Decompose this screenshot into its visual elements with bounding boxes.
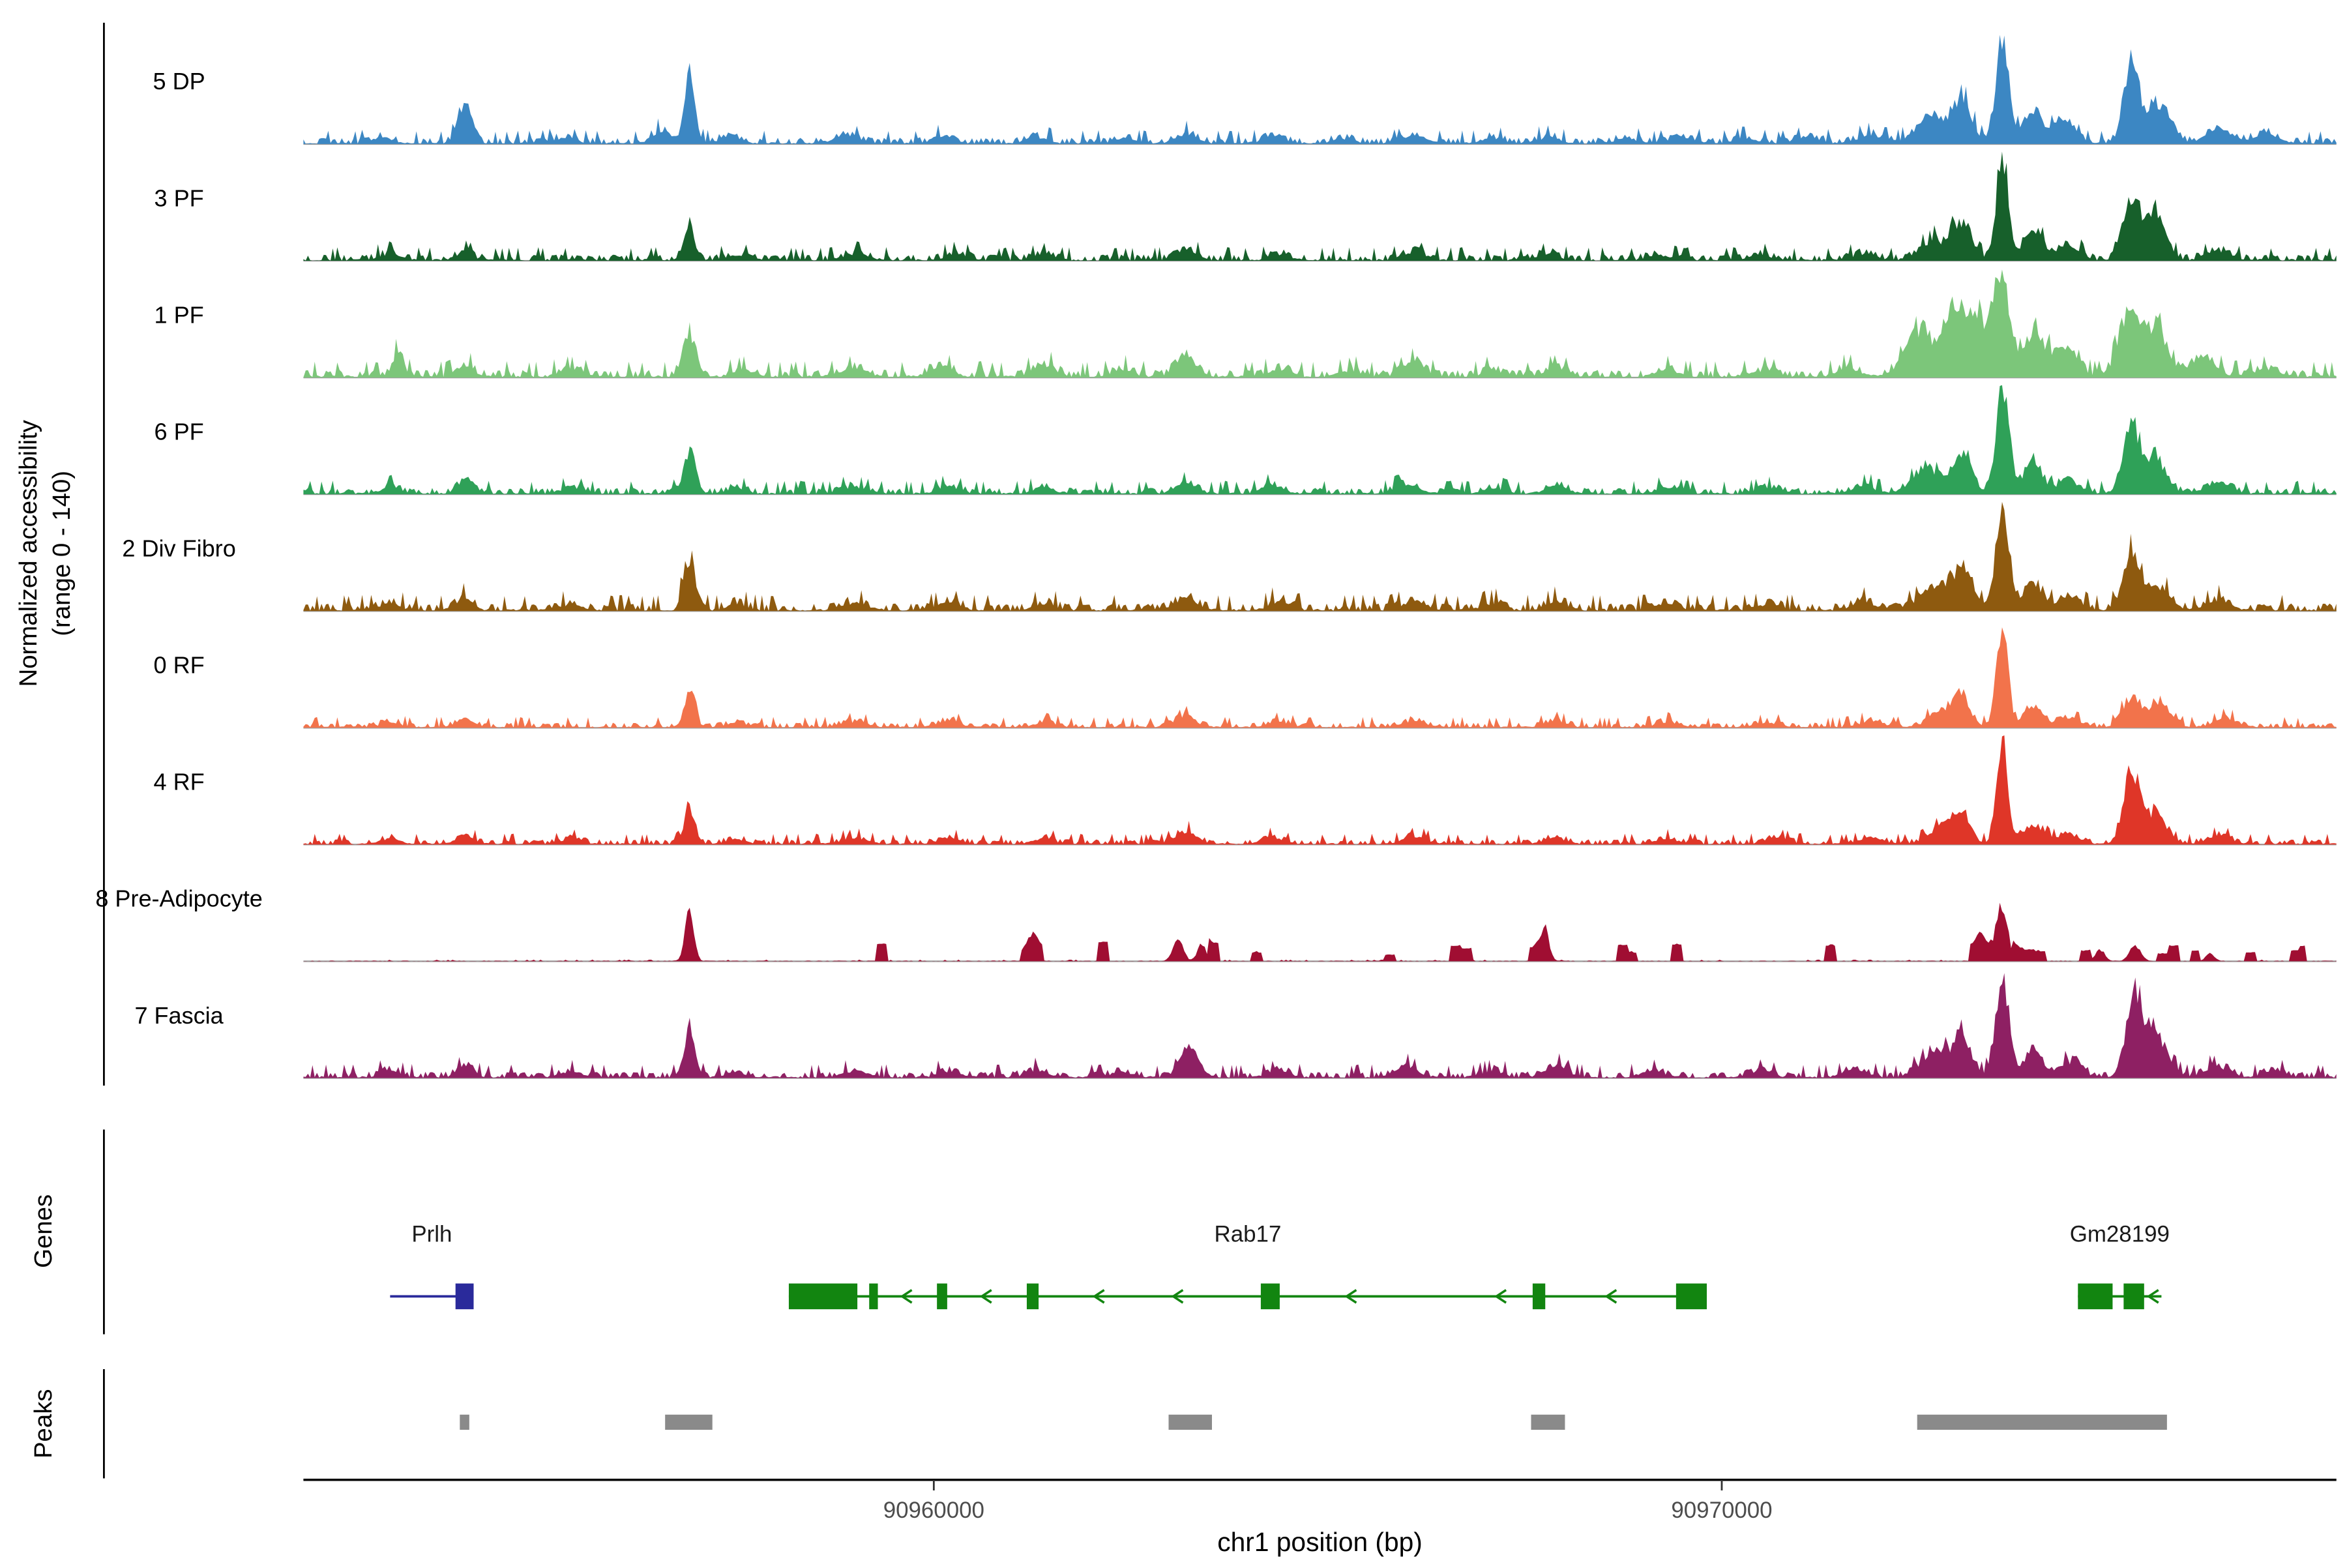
strand-arrow-icon <box>2146 1289 2159 1304</box>
coverage-track-6-pf <box>303 385 2337 495</box>
peak-region-3 <box>1168 1414 1212 1430</box>
strand-arrow-icon <box>979 1289 992 1304</box>
peak-region-5 <box>1917 1414 2167 1430</box>
gene-exon-rab17-7 <box>1675 1283 1707 1310</box>
strand-arrow-icon <box>1494 1289 1507 1304</box>
genes-layer: Prlh Rab17 Gm28199 <box>390 1222 2170 1310</box>
track-label-5-dp: 5 DP <box>153 68 205 95</box>
gene-exon-gm28199-2 <box>2123 1283 2144 1310</box>
track-label-6-pf: 6 PF <box>155 418 204 445</box>
x-axis-layer: 90960000 90970000 <box>303 1479 2337 1523</box>
gene-exon-rab17-1 <box>788 1283 858 1310</box>
peak-region-2 <box>665 1414 713 1430</box>
x-axis-title: chr1 position (bp) <box>1217 1527 1423 1557</box>
gene-exon-rab17-2 <box>869 1283 878 1310</box>
track-label-2-div-fibro: 2 Div Fibro <box>122 535 235 561</box>
coverage-track-3-pf <box>303 151 2337 261</box>
track-label-3-pf: 3 PF <box>155 185 204 211</box>
strand-arrow-icon <box>1092 1289 1105 1304</box>
gene-exon-rab17-4 <box>1026 1283 1039 1310</box>
gene-exon-gm28199-1 <box>2078 1283 2113 1310</box>
track-label-7-fascia: 7 Fascia <box>134 1002 224 1029</box>
peak-region-1 <box>460 1414 469 1430</box>
gene-label-rab17: Rab17 <box>1215 1222 1282 1247</box>
coverage-track-2-div-fibro <box>303 501 2337 612</box>
peak-region-4 <box>1531 1414 1565 1430</box>
coverage-track-1-pf <box>303 269 2337 378</box>
strand-arrow-icon <box>1344 1289 1357 1304</box>
track-label-8-pre-adipocyte: 8 Pre-Adipocyte <box>95 885 263 912</box>
gene-label-prlh: Prlh <box>411 1222 452 1247</box>
peaks-section-label: Peaks <box>29 1389 57 1458</box>
coverage-track-0-rf <box>303 627 2337 728</box>
coverage-track-5-dp <box>303 35 2337 144</box>
coverage-track-4-rf <box>303 735 2337 845</box>
gene-label-gm28199: Gm28199 <box>2070 1222 2170 1247</box>
coverage-track-7-fascia <box>303 973 2337 1078</box>
strand-arrow-icon <box>1604 1289 1617 1304</box>
y-axis-label-line2: (range 0 - 140) <box>48 471 76 636</box>
gene-exon-rab17-5 <box>1260 1283 1280 1310</box>
strand-arrow-icon <box>1171 1289 1184 1304</box>
coverage-track-8-pre-adipocyte <box>303 902 2337 962</box>
gene-exon-rab17-6 <box>1532 1283 1546 1310</box>
x-axis-tick-label: 90970000 <box>1671 1498 1772 1523</box>
gene-exon-rab17-3 <box>937 1283 947 1310</box>
track-label-0-rf: 0 RF <box>154 652 205 679</box>
gene-exon-prlh-1 <box>455 1283 474 1310</box>
x-axis-tick-label: 90960000 <box>883 1498 984 1523</box>
strand-arrow-icon <box>900 1289 913 1304</box>
genes-section-label: Genes <box>29 1194 57 1268</box>
track-label-4-rf: 4 RF <box>154 769 205 795</box>
y-axis-label-line1: Normalized accessibility <box>14 419 42 687</box>
tracks-layer: 5 DP 3 PF 1 PF 6 PF 2 Div Fibro 0 RF 4 RF 8 Pre… <box>95 35 2337 1079</box>
peaks-layer <box>460 1414 2167 1430</box>
track-label-1-pf: 1 PF <box>155 301 204 328</box>
